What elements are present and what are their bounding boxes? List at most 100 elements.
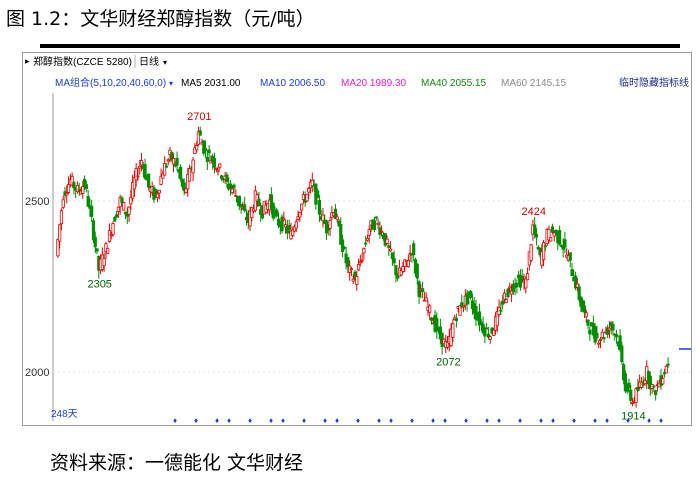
ma-group-dropdown-icon[interactable]: ▾ — [169, 79, 173, 88]
timeline-marker-icon[interactable]: ♦ — [647, 416, 651, 425]
candle-body — [561, 245, 565, 250]
candle-body — [424, 297, 428, 302]
candle-body — [652, 385, 656, 388]
candle-body — [163, 163, 167, 176]
timeline-marker-icon[interactable]: ♦ — [335, 416, 339, 425]
candle-body — [232, 184, 236, 189]
price-annotation-2424: 2424 — [522, 206, 546, 218]
timeline-markers: ♦ ♦ ♦ ♦ ♦ ♦ ♦ ♦ ♦ ♦ ♦ ♦ ♦ ♦ ♦ ♦ ♦ ♦ ♦ ♦ ♦ ♦ ♦ ♦ ♦ ♦ ♦ ♦ — [173, 416, 663, 425]
timeline-marker-icon[interactable]: ♦ — [410, 416, 414, 425]
candle-body — [595, 332, 599, 339]
candle-body — [458, 305, 462, 316]
candle-body — [255, 194, 259, 202]
candle-body — [228, 183, 233, 189]
candle-body — [207, 149, 211, 154]
price-annotation-2072: 2072 — [436, 357, 460, 369]
candle-body — [193, 147, 197, 155]
period-label[interactable]: 日线 — [139, 55, 159, 68]
ma40-label: MA40 2055.15 — [421, 78, 486, 89]
candle-body — [520, 276, 524, 282]
timeline-marker-icon[interactable]: ♦ — [539, 416, 543, 425]
candle-body — [461, 305, 466, 308]
candle-body — [339, 224, 343, 245]
candle-body — [501, 300, 505, 305]
price-annotations: 2701 2305 2072 2424 1914 — [87, 111, 645, 423]
candle-body — [346, 257, 350, 268]
hide-indicator-button[interactable]: 临时隐藏指标线 — [619, 76, 689, 89]
candle-body — [66, 184, 71, 193]
timeline-marker-icon[interactable]: ♦ — [518, 416, 522, 425]
timeline-marker-icon[interactable]: ♦ — [227, 416, 231, 425]
timeline-marker-icon[interactable]: ♦ — [497, 416, 501, 425]
candle-body — [525, 273, 530, 281]
timeline-marker-icon[interactable]: ♦ — [431, 416, 435, 425]
candle-body — [109, 234, 113, 236]
candle-body — [157, 189, 161, 194]
candle-body — [508, 286, 512, 289]
timeline-marker-icon[interactable]: ♦ — [593, 416, 597, 425]
ma-group-label[interactable]: MA组合(5,10,20,40,60,0) — [55, 76, 166, 89]
candle-body — [269, 194, 273, 210]
candle-body — [280, 216, 284, 232]
price-annotation-1914: 1914 — [621, 411, 645, 423]
timeline-marker-icon[interactable]: ♦ — [626, 416, 630, 425]
candle-body — [287, 225, 291, 230]
candle-body — [529, 244, 533, 261]
timeline-marker-icon[interactable]: ♦ — [551, 416, 555, 425]
candle-body — [509, 290, 514, 295]
timeline-marker-icon[interactable]: ♦ — [194, 416, 198, 425]
candle-body — [392, 257, 396, 264]
timeline-marker-icon[interactable]: ♦ — [302, 416, 306, 425]
candle-body — [429, 317, 434, 321]
candle-body — [625, 387, 629, 392]
candle-body — [477, 311, 482, 326]
timeline-marker-icon[interactable]: ♦ — [485, 416, 489, 425]
candle-body — [143, 164, 147, 179]
symbol-label[interactable]: 郑醇指数(CZCE 5280) — [33, 55, 132, 68]
timeline-marker-icon[interactable]: ♦ — [572, 416, 576, 425]
candle-body — [131, 182, 135, 199]
timeline-marker-icon[interactable]: ♦ — [281, 416, 285, 425]
ma60-label: MA60 2145.15 — [501, 78, 566, 89]
candle-body — [164, 165, 169, 168]
candle-body — [127, 206, 131, 215]
toolbar-arrow-icon[interactable]: ▸ — [25, 56, 30, 66]
candle-body — [396, 274, 400, 279]
candle-body — [250, 207, 254, 218]
timeline-marker-icon[interactable]: ♦ — [356, 416, 360, 425]
candle-body — [59, 210, 64, 225]
candle-body — [367, 229, 371, 236]
candle-body — [230, 188, 234, 193]
candle-body — [294, 221, 298, 229]
timeline-marker-icon[interactable]: ♦ — [659, 416, 663, 425]
candle-body — [643, 380, 647, 385]
candle-body — [106, 247, 110, 254]
candle-body — [285, 226, 289, 234]
candle-body — [284, 224, 288, 228]
candle-body — [239, 203, 243, 208]
candle-body — [111, 223, 115, 235]
timeline-marker-icon[interactable]: ♦ — [173, 416, 177, 425]
candle-body — [292, 226, 297, 232]
timeline-marker-icon[interactable]: ♦ — [323, 416, 327, 425]
candle-body — [488, 336, 492, 340]
timeline-marker-icon[interactable]: ♦ — [269, 416, 273, 425]
timeline-marker-icon[interactable]: ♦ — [215, 416, 219, 425]
period-dropdown-icon[interactable]: ▾ — [163, 58, 167, 67]
candle-body — [495, 310, 499, 327]
candle-body — [275, 209, 279, 217]
timeline-marker-icon[interactable]: ♦ — [605, 416, 609, 425]
candle-body — [154, 189, 158, 197]
timeline-marker-icon[interactable]: ♦ — [443, 416, 447, 425]
timeline-marker-icon[interactable]: ♦ — [377, 416, 381, 425]
y-tick-label: 2500 — [25, 196, 49, 208]
timeline-marker-icon[interactable]: ♦ — [248, 416, 252, 425]
candle-body — [607, 327, 612, 331]
candle-body — [175, 157, 179, 166]
candle-body — [86, 196, 90, 207]
candle-body — [248, 211, 252, 227]
candle-body — [90, 205, 94, 217]
candle-body — [58, 224, 62, 242]
timeline-marker-icon[interactable]: ♦ — [389, 416, 393, 425]
timeline-marker-icon[interactable]: ♦ — [464, 416, 468, 425]
